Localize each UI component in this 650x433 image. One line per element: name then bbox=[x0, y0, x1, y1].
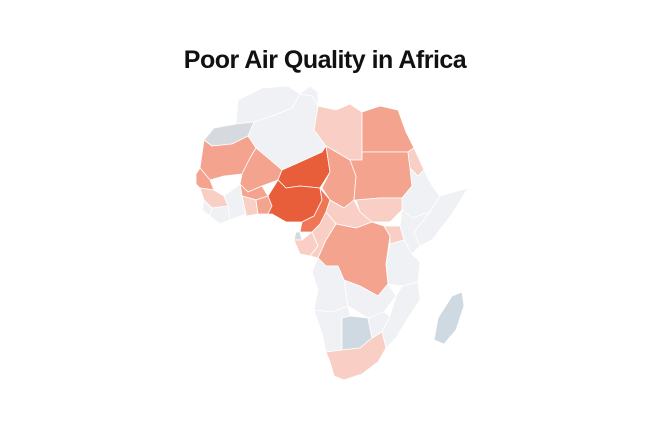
region-equatorial-guinea[interactable] bbox=[293, 231, 303, 241]
region-kenya[interactable] bbox=[399, 209, 431, 255]
region-south-africa[interactable] bbox=[325, 331, 387, 381]
region-liberia[interactable] bbox=[209, 205, 231, 225]
map-title: Poor Air Quality in Africa bbox=[183, 46, 467, 74]
region-tunisia[interactable] bbox=[299, 85, 319, 107]
region-ghana[interactable] bbox=[241, 195, 259, 217]
region-zimbabwe[interactable] bbox=[367, 311, 391, 339]
region-egypt[interactable] bbox=[361, 105, 415, 153]
region-mozambique[interactable] bbox=[381, 281, 421, 349]
region-madagascar[interactable] bbox=[433, 291, 465, 345]
